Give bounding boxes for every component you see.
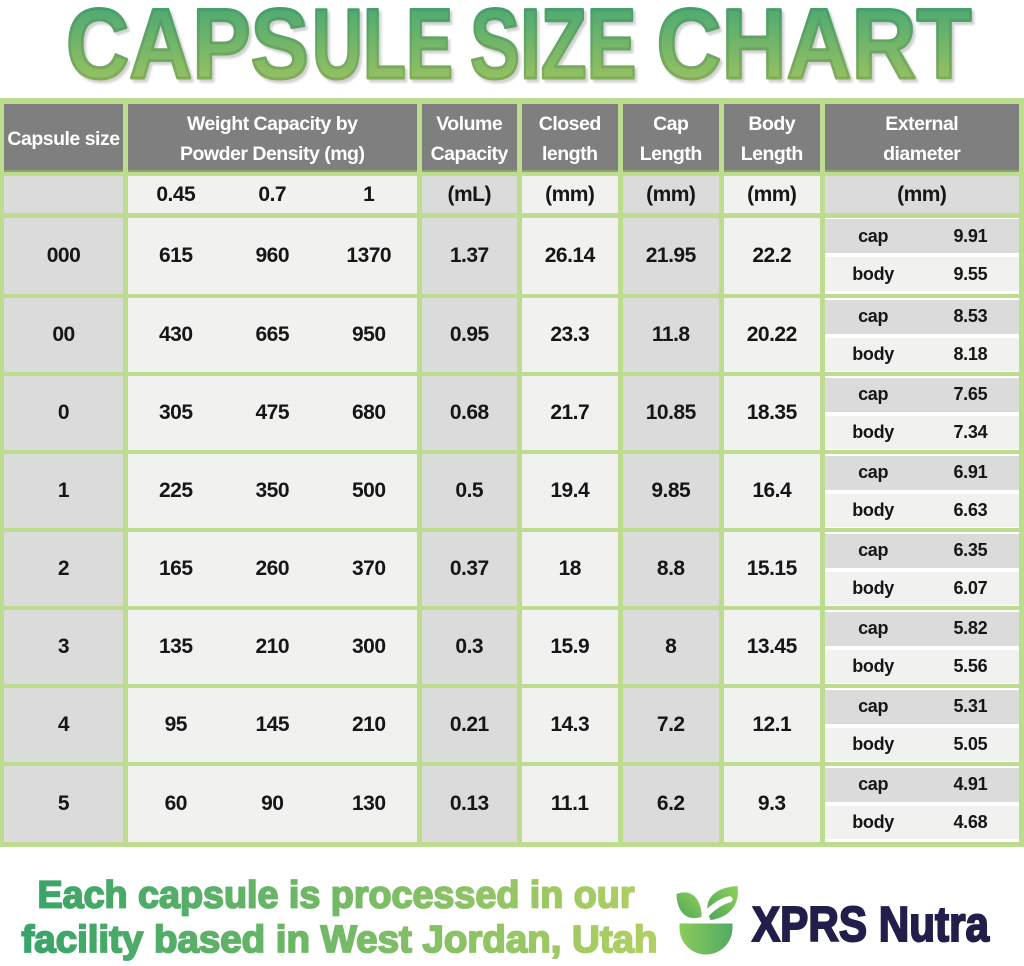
svg-text:CAPS: CAPS bbox=[66, 0, 309, 99]
svg-text:ULE: ULE bbox=[312, 0, 453, 99]
svg-text:CHART: CHART bbox=[657, 0, 972, 99]
svg-text:facility based in West Jordan,: facility based in West Jordan, Utah bbox=[22, 919, 658, 961]
svg-text:Each capsule is processed in o: Each capsule is processed in our bbox=[38, 875, 635, 917]
svg-text:XPRS Nutra: XPRS Nutra bbox=[752, 898, 990, 952]
svg-text:SIZE: SIZE bbox=[470, 0, 637, 99]
